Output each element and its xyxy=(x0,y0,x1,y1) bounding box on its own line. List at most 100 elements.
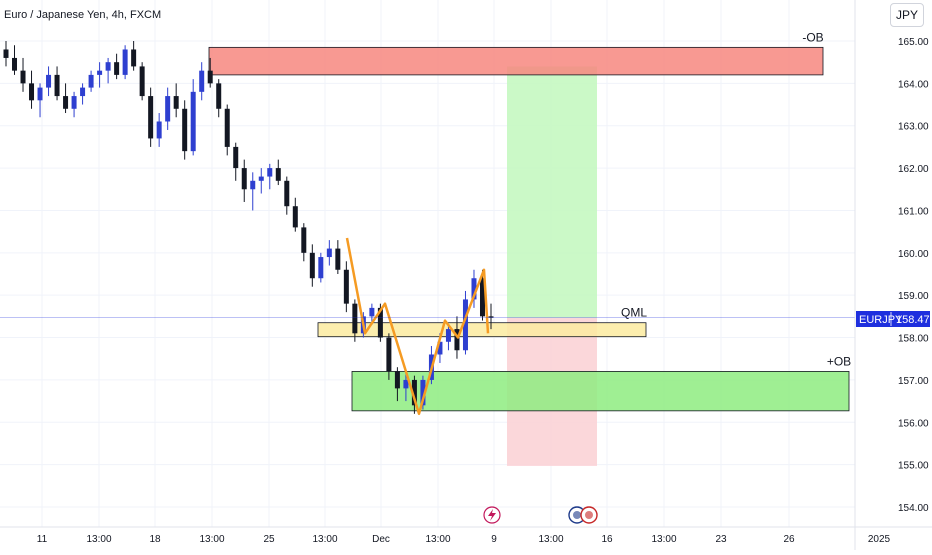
candle-body xyxy=(335,248,341,270)
candle-body xyxy=(216,83,222,109)
candle-body xyxy=(437,341,443,355)
candle-body xyxy=(88,74,94,88)
candle-body xyxy=(488,316,494,318)
time-axis: 11 13:00 18 13:00 25 13:00 Dec 13:00 9 13:00 16 13:… xyxy=(0,526,932,545)
price-tick-label: 157.00 xyxy=(898,376,929,387)
candle-body xyxy=(37,87,43,101)
candle-body xyxy=(377,307,383,338)
candle-body xyxy=(267,168,273,177)
chart-title: Euro / Japanese Yen, 4h, FXCM xyxy=(4,9,161,21)
candle-body xyxy=(301,227,307,253)
price-tick-label: 161.00 xyxy=(898,206,929,217)
time-tick-label: Dec xyxy=(372,534,390,545)
price-axis: 154.00 155.00 156.00 157.00 158.00 159.00 160.… xyxy=(854,0,929,550)
candle-body xyxy=(105,62,111,71)
candle-body xyxy=(352,303,358,334)
candle-body xyxy=(292,206,298,228)
zone-ob xyxy=(351,371,850,412)
candle-body xyxy=(250,180,256,190)
time-tick-label: 25 xyxy=(263,534,275,545)
time-tick-label: 13:00 xyxy=(538,534,563,545)
candle-body xyxy=(318,257,324,279)
candle-body xyxy=(3,49,9,58)
price-tick-label: 164.00 xyxy=(898,79,929,90)
candle-body xyxy=(54,74,60,97)
candle-body xyxy=(148,96,154,139)
price-label-bg xyxy=(856,311,930,327)
candle-body xyxy=(165,96,171,122)
candle-body xyxy=(369,307,375,317)
candle-body xyxy=(46,74,52,88)
time-tick-label: 9 xyxy=(491,534,497,545)
qml-pattern-line xyxy=(345,237,490,416)
grid xyxy=(0,0,855,527)
candle-body xyxy=(326,248,332,258)
candle-body xyxy=(71,96,77,109)
qml-pattern xyxy=(345,237,490,416)
candle-body xyxy=(20,70,26,84)
price-tick-label: 159.00 xyxy=(898,291,929,302)
candle-body xyxy=(343,269,349,304)
candle-body xyxy=(445,329,451,342)
profit-zone xyxy=(507,66,597,318)
candle-body xyxy=(12,57,18,71)
zone-label: -OB xyxy=(802,30,823,44)
currency-button[interactable]: JPY xyxy=(890,3,924,27)
lightning-event-icon[interactable] xyxy=(483,506,501,524)
candle-body xyxy=(411,379,417,406)
zone-label: QML xyxy=(621,306,647,320)
last-price-label: EURJPY 158.470 xyxy=(856,311,932,327)
zone-label: +OB xyxy=(827,354,851,368)
time-tick-label: 18 xyxy=(149,534,161,545)
time-tick-label: 13:00 xyxy=(425,534,450,545)
price-tick-label: 154.00 xyxy=(898,503,929,514)
candle-body xyxy=(114,62,120,75)
candle-body xyxy=(403,379,409,389)
time-tick-label: 13:00 xyxy=(199,534,224,545)
candle-body xyxy=(275,168,281,181)
time-tick-label: 16 xyxy=(601,534,613,545)
economic-event-icon[interactable] xyxy=(580,506,598,524)
candle-body xyxy=(156,121,162,139)
candle-body xyxy=(479,278,485,317)
price-label-value: 158.470 xyxy=(896,314,932,326)
price-tick-label: 163.00 xyxy=(898,122,929,133)
candle-body xyxy=(29,83,35,101)
candle-body xyxy=(462,299,468,351)
candle-body xyxy=(224,108,230,147)
candle-body xyxy=(199,70,205,92)
candle-body xyxy=(80,87,86,97)
price-tick-label: 156.00 xyxy=(898,418,929,429)
candle-body xyxy=(122,49,128,75)
candle-body xyxy=(131,49,137,67)
zone-qml xyxy=(317,322,647,338)
candle-body xyxy=(173,96,179,109)
price-tick-label: 160.00 xyxy=(898,249,929,260)
time-tick-label: 23 xyxy=(715,534,727,545)
candle-body xyxy=(309,252,315,279)
candles xyxy=(3,41,494,414)
candle-body xyxy=(394,371,400,389)
price-tick-label: 162.00 xyxy=(898,164,929,175)
price-label-symbol: EURJPY xyxy=(859,314,903,326)
time-tick-label: 13:00 xyxy=(312,534,337,545)
candle-body xyxy=(386,337,392,372)
price-tick-label: 158.00 xyxy=(898,334,929,345)
candle-body xyxy=(471,278,477,300)
time-tick-label: 11 xyxy=(37,534,48,545)
price-tick-label: 165.00 xyxy=(898,37,929,48)
candle-body xyxy=(207,70,213,84)
time-tick-label: 2025 xyxy=(868,534,891,545)
candle-body xyxy=(420,379,426,406)
time-tick-label: 26 xyxy=(783,534,795,545)
zone-ob xyxy=(208,46,824,76)
candle-body xyxy=(454,329,460,351)
price-tick-label: 155.00 xyxy=(898,461,929,472)
time-tick-label: 13:00 xyxy=(86,534,111,545)
candle-body xyxy=(139,66,145,97)
time-tick-label: 13:00 xyxy=(651,534,676,545)
candle-body xyxy=(63,96,69,109)
candle-body xyxy=(241,168,247,190)
